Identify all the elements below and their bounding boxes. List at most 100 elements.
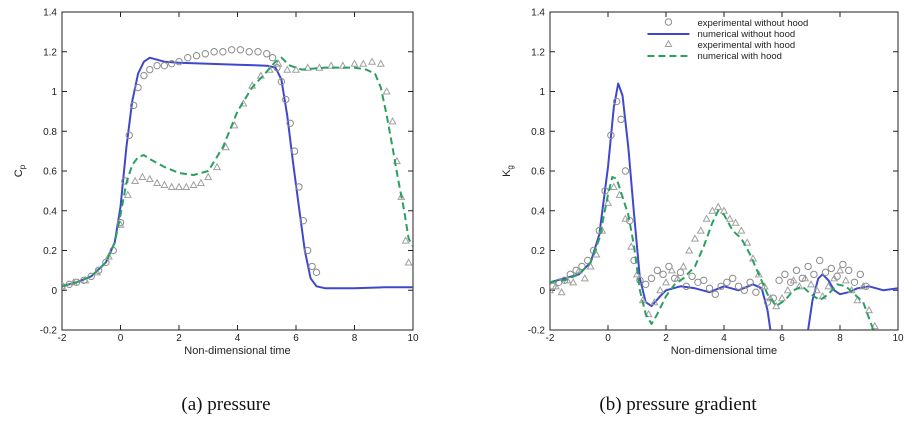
data-point-circle	[161, 62, 167, 68]
y-tick-label: 0.4	[531, 206, 545, 217]
data-point-circle	[269, 55, 275, 61]
data-point-triangle	[176, 184, 182, 190]
y-tick-label: 1	[539, 87, 545, 98]
data-point-triangle	[198, 180, 204, 186]
data-point-circle	[776, 277, 782, 283]
y-tick-label: 0.8	[43, 127, 57, 138]
data-point-triangle	[389, 118, 395, 124]
y-tick-label: 0.2	[43, 246, 57, 257]
x-tick-label: 0	[118, 333, 124, 344]
data-point-triangle	[686, 247, 692, 253]
data-point-triangle	[351, 60, 357, 66]
data-point-circle	[828, 265, 834, 271]
data-point-circle	[648, 275, 654, 281]
x-tick-label: 6	[779, 333, 785, 344]
data-point-circle	[753, 289, 759, 295]
data-point-triangle	[147, 176, 153, 182]
data-point-circle	[193, 53, 199, 59]
y-tick-label: 0.6	[531, 167, 545, 178]
data-point-circle	[730, 275, 736, 281]
x-tick-label: 0	[605, 333, 611, 344]
data-point-circle	[724, 279, 730, 285]
data-point-triangle	[168, 184, 174, 190]
y-tick-label: 1.2	[531, 47, 545, 58]
y-tick-label: 0.2	[531, 246, 545, 257]
data-point-triangle	[709, 208, 715, 214]
data-point-triangle	[669, 267, 675, 273]
data-point-circle	[712, 291, 718, 297]
pressure-gradient-chart: -2 0 2 4 6 8 10-0.200.20.40.60.811.21.4Non-dim…	[452, 0, 904, 390]
data-point-triangle	[779, 295, 785, 301]
data-point-circle	[782, 271, 788, 277]
data-point-triangle	[703, 216, 709, 222]
x-tick-label: 10	[407, 333, 419, 344]
data-point-triangle	[721, 208, 727, 214]
legend-label: numerical with hood	[697, 51, 782, 62]
data-point-triangle	[190, 182, 196, 188]
data-point-circle	[793, 267, 799, 273]
data-point-triangle	[378, 60, 384, 66]
data-point-triangle	[715, 204, 721, 210]
x-tick-label: 8	[837, 333, 843, 344]
data-point-triangle	[154, 180, 160, 186]
series-line-dashed	[62, 58, 413, 287]
series-group	[59, 47, 413, 290]
data-point-circle	[154, 62, 160, 68]
data-point-circle	[264, 51, 270, 57]
legend-label: experimental with hood	[697, 40, 795, 51]
x-tick-label: -2	[546, 333, 555, 344]
y-tick-label: 0.6	[43, 167, 57, 178]
caption-pressure: (a) pressure	[0, 394, 452, 416]
data-point-circle	[811, 271, 817, 277]
data-point-circle	[202, 51, 208, 57]
y-tick-label: 0.4	[43, 206, 57, 217]
legend-label: numerical without hood	[697, 29, 795, 40]
data-point-triangle	[161, 182, 167, 188]
x-tick-label: 10	[892, 333, 904, 344]
data-point-triangle	[732, 219, 738, 225]
data-point-triangle	[284, 66, 290, 72]
data-point-triangle	[360, 60, 366, 66]
data-point-circle	[706, 285, 712, 291]
data-point-triangle	[738, 227, 744, 233]
data-point-triangle	[132, 178, 138, 184]
data-point-circle	[851, 279, 857, 285]
data-point-triangle	[785, 287, 791, 293]
series-line-solid	[808, 274, 898, 330]
pressure-chart: -2 0 2 4 6 8 10-0.200.20.40.60.811.21.4Non-dim…	[0, 0, 452, 390]
data-point-circle	[840, 261, 846, 267]
data-point-circle	[622, 168, 628, 174]
y-tick-label: 1	[51, 87, 57, 98]
data-point-triangle	[663, 279, 669, 285]
y-tick-label: 1.2	[43, 47, 57, 58]
x-tick-label: 4	[721, 333, 727, 344]
y-tick-label: 0	[51, 286, 57, 297]
data-point-circle	[689, 273, 695, 279]
data-point-circle	[701, 277, 707, 283]
x-tick-label: 6	[293, 333, 299, 344]
figure-pressure: -2 0 2 4 6 8 10 -0.2 0 0.2 0.4 0.6 0.8 1 1.2 1.4 Non-dim…	[0, 0, 452, 442]
data-point-circle	[817, 257, 823, 263]
x-tick-label: 8	[352, 333, 358, 344]
x-tick-label: 4	[235, 333, 241, 344]
data-point-triangle	[657, 287, 663, 293]
data-point-circle	[220, 49, 226, 55]
y-tick-label: -0.2	[40, 326, 58, 337]
series-line-dashed	[550, 177, 873, 330]
data-point-triangle	[183, 184, 189, 190]
data-point-triangle	[139, 174, 145, 180]
y-axis-label: Kg	[501, 165, 515, 177]
legend-swatch-triangle	[665, 41, 671, 47]
y-axis-label: Cp	[13, 164, 27, 177]
data-point-triangle	[405, 259, 411, 265]
data-point-circle	[313, 269, 319, 275]
y-tick-label: 1.4	[43, 8, 57, 19]
data-point-circle	[654, 267, 660, 273]
data-point-circle	[147, 66, 153, 72]
x-tick-label: 2	[176, 333, 182, 344]
data-point-circle	[246, 49, 252, 55]
y-tick-label: 1.4	[531, 8, 545, 19]
data-point-triangle	[680, 263, 686, 269]
data-point-circle	[141, 72, 147, 78]
data-point-triangle	[808, 281, 814, 287]
